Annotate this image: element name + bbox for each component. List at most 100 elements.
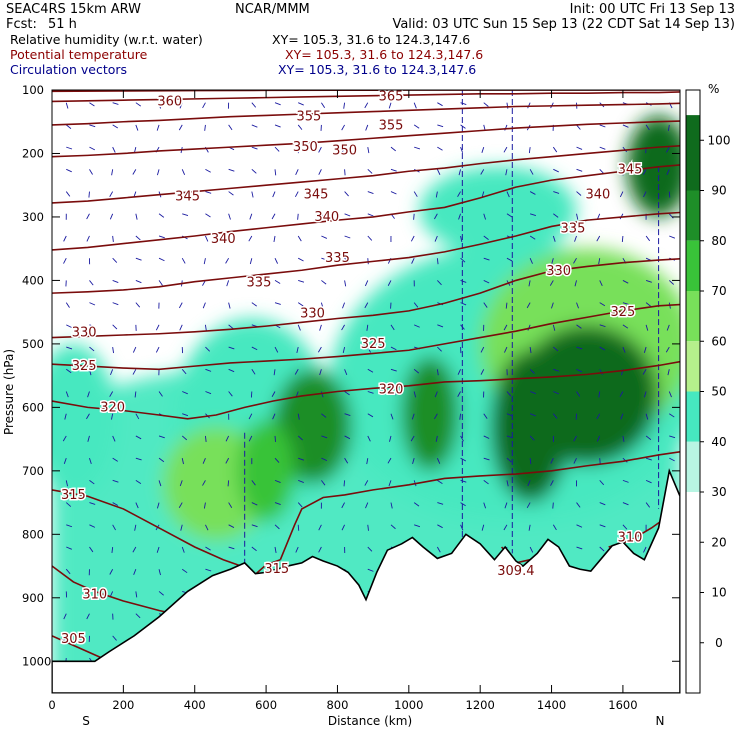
vector-arrow bbox=[203, 258, 206, 265]
vector-arrow bbox=[318, 546, 322, 553]
vector-arrow bbox=[111, 413, 114, 420]
vector-arrow bbox=[480, 346, 485, 353]
field-vectors-name: Circulation vectors bbox=[10, 62, 127, 77]
vector-arrow bbox=[89, 169, 93, 175]
vector-arrow bbox=[553, 213, 559, 218]
vector-arrow bbox=[411, 258, 415, 264]
vector-arrow bbox=[669, 435, 676, 439]
vector-arrow bbox=[251, 546, 257, 552]
colorbar-band bbox=[686, 341, 700, 392]
vector-arrow bbox=[297, 235, 302, 242]
x-axis-end-label: N bbox=[656, 714, 665, 728]
model-title: SEAC4RS 15km ARW bbox=[6, 2, 141, 17]
theta-label: 325 bbox=[72, 359, 97, 374]
vector-arrow bbox=[228, 346, 235, 350]
vector-arrow bbox=[483, 435, 490, 439]
vector-arrow bbox=[182, 391, 188, 395]
vector-arrow bbox=[341, 524, 345, 531]
vector-arrow bbox=[181, 169, 186, 176]
vector-arrow bbox=[413, 302, 419, 308]
vector-arrow bbox=[344, 391, 350, 396]
vector-arrow bbox=[390, 502, 393, 509]
vector-arrow bbox=[437, 346, 442, 352]
theta-label: 325 bbox=[361, 337, 386, 352]
vector-arrow bbox=[619, 191, 624, 198]
vector-arrow bbox=[599, 480, 605, 486]
vector-arrow bbox=[551, 302, 554, 309]
vector-arrow bbox=[63, 257, 67, 264]
vector-arrow bbox=[228, 368, 235, 373]
y-axis: 100 200 300 400 500 600 700 800 900 1000 bbox=[22, 83, 680, 668]
vector-arrow bbox=[298, 479, 304, 484]
vector-arrow bbox=[251, 191, 254, 198]
vector-arrow bbox=[64, 413, 67, 420]
vector-arrow bbox=[202, 457, 206, 464]
fcst-label: Fcst: bbox=[6, 17, 37, 32]
vector-arrow bbox=[435, 435, 438, 442]
vector-arrow bbox=[460, 435, 464, 442]
vector-arrow bbox=[529, 191, 536, 195]
vector-arrow bbox=[228, 302, 231, 309]
vector-arrow bbox=[366, 324, 369, 331]
theta-label: 350 bbox=[332, 143, 357, 158]
vector-arrow bbox=[599, 324, 606, 328]
vector-arrow bbox=[390, 324, 395, 331]
vector-arrow bbox=[457, 369, 461, 375]
colorbar-band bbox=[686, 240, 700, 291]
vector-arrow bbox=[181, 435, 188, 441]
vector-arrow bbox=[599, 524, 606, 528]
vector-arrow bbox=[367, 235, 373, 241]
vector-arrow bbox=[112, 502, 119, 506]
vector-arrow bbox=[112, 347, 114, 354]
field-rh-name: Relative humidity (w.r.t. water) bbox=[10, 32, 203, 47]
vector-arrow bbox=[460, 479, 467, 483]
vector-arrow bbox=[576, 546, 583, 550]
vector-arrow bbox=[228, 502, 233, 508]
vector-arrow bbox=[65, 480, 68, 487]
vector-arrow bbox=[437, 324, 444, 328]
vector-arrow bbox=[668, 280, 674, 285]
vector-arrow bbox=[503, 146, 508, 153]
vector-arrow bbox=[506, 391, 512, 397]
vector-arrow bbox=[297, 257, 304, 262]
vector-arrow bbox=[483, 280, 490, 284]
vector-arrow bbox=[297, 502, 303, 508]
vector-arrow bbox=[132, 346, 137, 353]
vector-arrow bbox=[86, 613, 90, 620]
colorbar-band bbox=[686, 441, 700, 492]
vector-arrow bbox=[666, 324, 670, 331]
vector-arrow bbox=[112, 280, 119, 283]
vector-arrow bbox=[112, 524, 116, 531]
vector-arrow bbox=[66, 368, 72, 374]
vector-arrow bbox=[576, 124, 581, 130]
vector-arrow bbox=[643, 191, 647, 198]
vector-arrow bbox=[483, 257, 490, 261]
vector-arrow bbox=[481, 524, 485, 531]
vector-arrow bbox=[155, 346, 160, 353]
vector-arrow bbox=[133, 569, 137, 575]
vector-arrow bbox=[553, 391, 560, 395]
vector-arrow bbox=[436, 169, 441, 175]
vector-arrow bbox=[437, 479, 443, 484]
theta-contour-360 bbox=[52, 91, 680, 103]
vector-arrow bbox=[436, 258, 439, 265]
theta-contour-330 bbox=[52, 258, 680, 339]
colorbar-tick-label: 70 bbox=[711, 284, 726, 298]
vector-arrow bbox=[112, 146, 116, 153]
colorbar-unit: % bbox=[708, 82, 719, 96]
vector-arrow bbox=[367, 147, 370, 154]
x-axis-label: Distance (km) bbox=[328, 714, 412, 728]
vector-arrow bbox=[599, 280, 603, 287]
vector-arrow bbox=[181, 546, 185, 553]
vector-arrow bbox=[132, 169, 137, 175]
theta-label: 315 bbox=[264, 562, 289, 577]
vector-arrow bbox=[319, 369, 322, 376]
vector-arrow bbox=[388, 102, 392, 109]
vector-arrow bbox=[112, 324, 118, 330]
vector-arrow bbox=[321, 457, 328, 462]
vector-arrow bbox=[622, 124, 629, 128]
vector-arrow bbox=[205, 168, 211, 173]
y-tick-label: 200 bbox=[22, 146, 44, 160]
vector-arrow bbox=[553, 191, 560, 194]
